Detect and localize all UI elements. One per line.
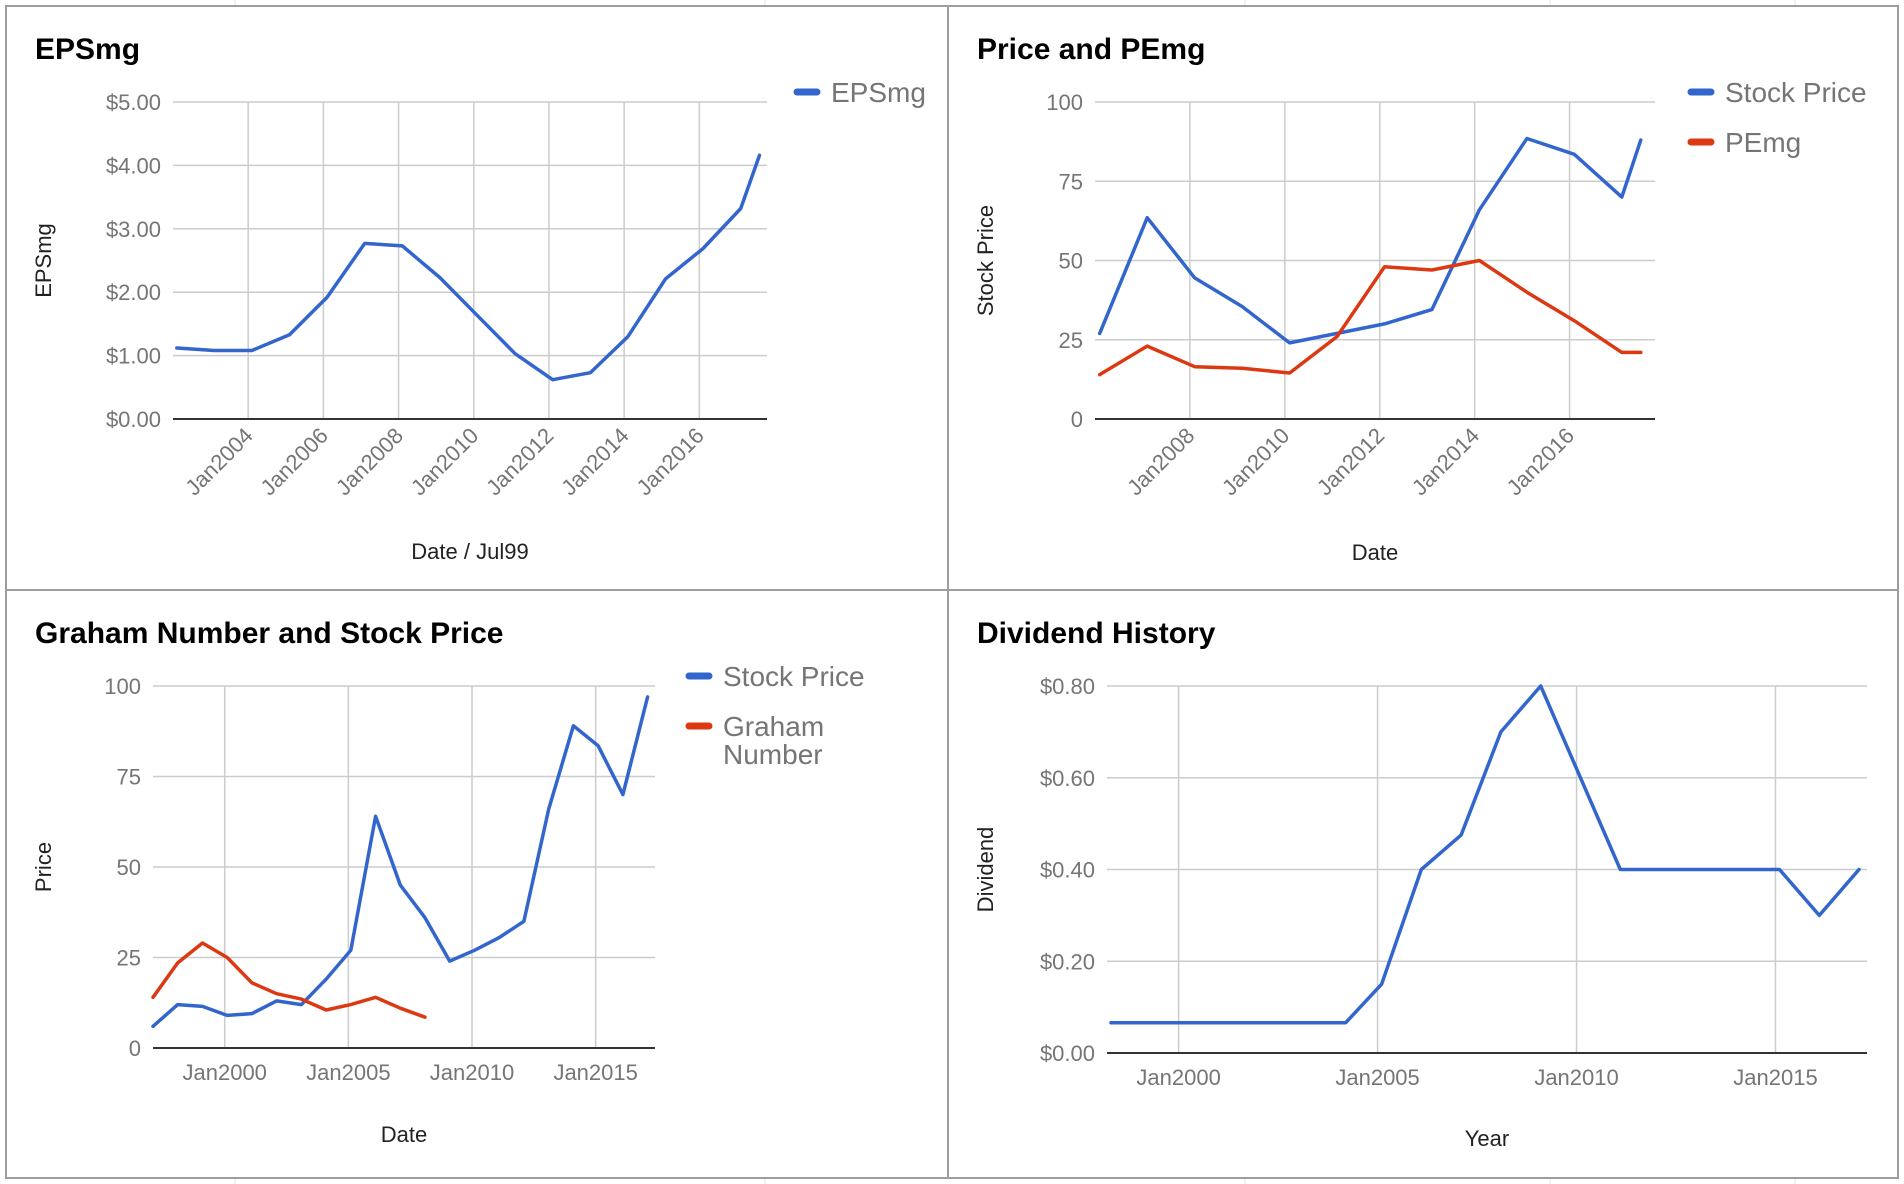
x-tick-label: Jan2016	[631, 423, 708, 500]
x-tick-label: Jan2006	[256, 423, 333, 500]
price-and-pemg-chart: 0 25 50 75 100 Jan2008 Jan2010 Jan2012 Jan2014 Ja…	[973, 77, 1867, 565]
x-tick-label: Jan2004	[180, 423, 257, 500]
x-axis-title: Date	[1352, 540, 1398, 565]
x-tick-label: Jan2015	[1733, 1065, 1817, 1090]
x-tick-label: Jan2012	[481, 423, 558, 500]
y-tick-label: 75	[117, 765, 141, 790]
x-tick-label: Jan2005	[306, 1060, 390, 1085]
graham-number-chart: 0 25 50 75 100 Jan2000 Jan2005 Jan2010 Jan2015 Da…	[31, 661, 865, 1147]
chart-panel-dividend-history[interactable]: Dividend History $0.00 $0.20 $0.40 $0.60 $0.…	[947, 589, 1899, 1179]
chart-panel-graham-number[interactable]: Graham Number and Stock Price 0 25 50 75 100…	[5, 589, 949, 1179]
y-tick-label: 0	[1071, 407, 1083, 432]
legend-label-line: Graham	[723, 711, 824, 742]
chart-panel-epsmg[interactable]: EPSmg $0.00 $1.00 $2.00 $3.00 $4.00 $5.00 Jan2…	[5, 5, 949, 591]
x-tick-label: Jan2000	[183, 1060, 267, 1085]
y-axis-title: Stock Price	[973, 205, 998, 316]
y-tick-label: $0.00	[106, 407, 161, 432]
x-tick-label: Jan2005	[1335, 1065, 1419, 1090]
y-tick-label: $0.00	[1040, 1041, 1095, 1066]
series-line-1	[1097, 136, 1643, 345]
chart-title: Graham Number and Stock Price	[35, 617, 504, 650]
series-line-2	[151, 941, 427, 1019]
x-tick-label: Jan2010	[406, 423, 483, 500]
y-tick-label: $2.00	[106, 280, 161, 305]
y-tick-label: 25	[117, 946, 141, 971]
x-axis-title: Date / Jul99	[411, 539, 528, 564]
y-tick-label: 25	[1059, 328, 1083, 353]
y-tick-label: $1.00	[106, 344, 161, 369]
x-axis-title: Year	[1465, 1126, 1509, 1151]
y-axis-title: Dividend	[973, 827, 998, 913]
y-tick-label: $0.60	[1040, 766, 1095, 791]
chart-panel-price-and-pemg[interactable]: Price and PEmg 0 25 50 75 100 Jan2008 Jan2010 J…	[947, 5, 1899, 591]
legend-label: EPSmg	[831, 77, 926, 108]
chart-title: EPSmg	[35, 33, 141, 66]
series-line-1	[175, 153, 762, 382]
y-tick-label: $0.20	[1040, 949, 1095, 974]
y-tick-label: 50	[1059, 249, 1083, 274]
x-tick-label: Jan2008	[331, 423, 408, 500]
legend-label: PEmg	[1725, 127, 1801, 158]
y-axis-title: EPSmg	[31, 223, 56, 298]
x-tick-label: Jan2015	[553, 1060, 637, 1085]
legend-label: Stock Price	[723, 661, 865, 692]
y-tick-label: 50	[117, 855, 141, 880]
x-axis-title: Date	[381, 1122, 427, 1147]
x-tick-label: Jan2010	[1217, 423, 1294, 500]
y-tick-label: $0.80	[1040, 674, 1095, 699]
epsmg-chart: $0.00$1.00$2.00$3.00$4.00$5.00Jan2004Jan…	[31, 77, 926, 564]
legend-label: Stock Price	[1725, 77, 1867, 108]
x-tick-label: Jan2010	[430, 1060, 514, 1085]
x-tick-label: Jan2014	[556, 423, 633, 500]
y-tick-label: $3.00	[106, 217, 161, 242]
x-tick-label: Jan2008	[1122, 423, 1199, 500]
x-tick-label: Jan2014	[1407, 423, 1484, 500]
series-line-1	[1109, 684, 1861, 1025]
series-line-1	[151, 695, 650, 1029]
y-tick-label: $4.00	[106, 153, 161, 178]
dividend-history-chart: $0.00 $0.20 $0.40 $0.60 $0.80 Jan2000 Jan2005 J…	[973, 674, 1867, 1151]
y-tick-label: 100	[1046, 90, 1083, 115]
chart-title: Price and PEmg	[977, 33, 1206, 66]
y-tick-label: 75	[1059, 169, 1083, 194]
x-tick-label: Jan2016	[1502, 423, 1579, 500]
x-tick-label: Jan2010	[1534, 1065, 1618, 1090]
y-tick-label: $0.40	[1040, 858, 1095, 883]
y-tick-label: $5.00	[106, 90, 161, 115]
legend-label: Graham Number	[723, 711, 824, 770]
legend-label-line: Number	[723, 739, 823, 770]
y-tick-label: 100	[104, 674, 141, 699]
y-axis-title: Price	[31, 842, 56, 892]
y-tick-label: 0	[129, 1036, 141, 1061]
x-tick-label: Jan2012	[1312, 423, 1389, 500]
series-line-2	[1097, 258, 1643, 377]
chart-title: Dividend History	[977, 617, 1216, 650]
x-tick-label: Jan2000	[1136, 1065, 1220, 1090]
